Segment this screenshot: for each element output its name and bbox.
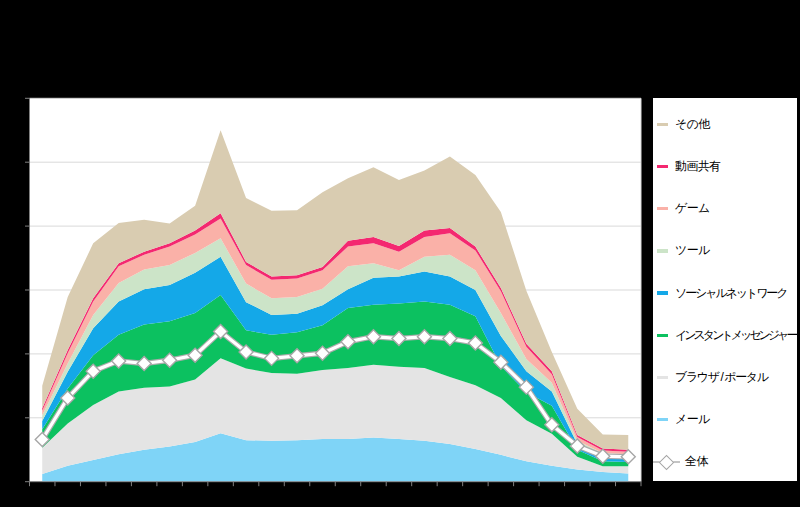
legend-item: その他 <box>653 114 797 134</box>
legend-item-label: 動画共有 <box>675 158 721 175</box>
legend-swatch-overall-diamond-icon <box>654 454 678 470</box>
legend-item: ソーシャルネットワーク <box>653 283 797 303</box>
legend-item: ツール <box>653 241 797 261</box>
legend-item-label: ゲーム <box>675 200 710 217</box>
legend-swatch-tool <box>657 249 668 253</box>
legend-swatch-mail <box>657 418 668 422</box>
legend-swatch-social-network <box>657 291 668 295</box>
legend-item-label: ソーシャルネットワーク <box>675 285 786 302</box>
chart-canvas: その他 動画共有 ゲーム ツール ソーシャルネットワーク インスタントメッセンジ… <box>0 0 800 507</box>
legend-item: メール <box>653 410 797 430</box>
legend-item: ブラウザ / ポータル <box>653 368 797 388</box>
legend-item: 全体 <box>653 452 797 472</box>
legend-item-label: ツール <box>675 242 710 259</box>
legend-swatch-browser-portal <box>657 376 668 380</box>
legend-item-label: インスタントメッセンジャー <box>675 327 795 344</box>
legend-swatch-instant-messenger <box>657 334 668 338</box>
legend-item: ゲーム <box>653 199 797 219</box>
legend-overall-diamond <box>659 455 675 471</box>
legend-swatch-game <box>657 207 668 211</box>
legend-item: インスタントメッセンジャー <box>653 325 797 345</box>
legend-swatch-video-sharing <box>657 165 668 169</box>
legend-item-label: ブラウザ / ポータル <box>675 369 768 386</box>
legend-item-label: メール <box>675 411 710 428</box>
legend-item: 動画共有 <box>653 157 797 177</box>
legend: その他 動画共有 ゲーム ツール ソーシャルネットワーク インスタントメッセンジ… <box>652 97 798 482</box>
legend-swatch-other <box>657 123 668 127</box>
legend-item-label: その他 <box>675 116 710 133</box>
legend-item-label: 全体 <box>685 453 708 470</box>
